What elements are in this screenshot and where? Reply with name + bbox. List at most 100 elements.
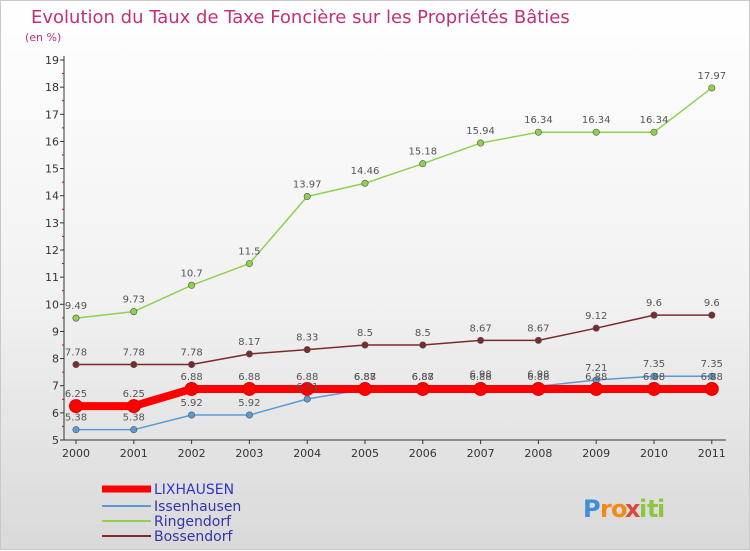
axes: 5 6 7 8 9 10 11 12 13 14 15 16 17 18 19 2000 2001 2002 200… [45, 54, 726, 460]
data-point-ringendorf [650, 128, 658, 136]
data-label-issenhausen: 5.38 [65, 413, 87, 424]
data-point-issenhausen [130, 426, 138, 434]
y-tick-label: 10 [45, 298, 59, 311]
data-label-bossendorf: 8.67 [527, 323, 549, 334]
x-tick-label: 2000 [62, 447, 90, 460]
chart-title: Evolution du Taux de Taxe Foncière sur l… [31, 7, 570, 28]
data-label-ringendorf: 15.94 [466, 126, 495, 137]
data-point-issenhausen [72, 426, 80, 434]
data-point-lixhausen [704, 381, 719, 396]
data-point-issenhausen [188, 411, 196, 419]
data-label-lixhausen: 6.25 [65, 389, 87, 400]
data-label-ringendorf: 9.73 [123, 295, 145, 306]
data-point-ringendorf [72, 314, 80, 322]
data-point-ringendorf [534, 128, 542, 136]
data-point-bossendorf [650, 311, 658, 319]
data-point-lixhausen [358, 381, 372, 396]
y-tick-label: 9 [52, 325, 59, 338]
data-label-lixhausen: 6.88 [412, 372, 434, 383]
data-point-lixhausen [184, 381, 199, 396]
data-point-bossendorf [592, 324, 600, 332]
data-point-ringendorf [245, 260, 253, 268]
data-point-issenhausen [708, 372, 716, 380]
series-line-issenhausen [76, 375, 712, 431]
data-label-ringendorf: 16.34 [640, 115, 669, 126]
x-tick-label: 2010 [640, 447, 668, 460]
data-label-lixhausen: 6.88 [180, 372, 202, 383]
y-tick-label: 15 [45, 163, 59, 176]
data-label-issenhausen: 7.21 [585, 363, 607, 374]
data-label-ringendorf: 17.97 [697, 71, 726, 82]
data-label-ringendorf: 13.97 [293, 180, 322, 191]
y-tick-label: 6 [52, 407, 59, 420]
data-point-bossendorf [245, 350, 253, 358]
data-label-issenhausen: 7.35 [701, 359, 723, 370]
data-point-bossendorf [534, 336, 542, 344]
data-point-bossendorf [477, 336, 485, 344]
legend-label-bossendorf: Bossendorf [154, 529, 233, 545]
data-point-ringendorf [592, 128, 600, 136]
data-point-ringendorf [708, 84, 716, 92]
y-tick-label: 19 [45, 54, 59, 67]
data-label-issenhausen: 5.92 [238, 398, 260, 409]
data-labels: 9.49 9.73 10.7 11.5 13.97 14.46 15.18 15.94 16.3… [65, 71, 726, 424]
x-tick-label: 2008 [524, 447, 552, 460]
x-tick-label: 2009 [582, 447, 610, 460]
data-label-bossendorf: 7.78 [180, 348, 202, 359]
data-label-lixhausen: 6.88 [585, 372, 607, 383]
data-label-lixhausen: 6.88 [527, 372, 549, 383]
data-label-lixhausen: 6.88 [701, 372, 723, 383]
data-label-ringendorf: 14.46 [351, 166, 380, 177]
y-tick-label: 14 [45, 190, 59, 203]
data-label-ringendorf: 11.5 [238, 247, 260, 258]
y-tick-label: 13 [45, 217, 59, 230]
data-point-issenhausen [650, 372, 658, 380]
data-point-issenhausen [245, 411, 253, 419]
data-point-lixhausen [473, 381, 488, 396]
y-tick-label: 12 [45, 244, 59, 257]
logo-letter: P [583, 495, 601, 523]
data-point-bossendorf [303, 346, 311, 354]
data-point-ringendorf [361, 179, 369, 187]
x-tick-label: 2004 [293, 447, 321, 460]
data-label-bossendorf: 7.78 [65, 348, 87, 359]
logo-letter: i [639, 495, 647, 523]
data-label-lixhausen: 6.25 [123, 389, 145, 400]
data-point-lixhausen [589, 381, 604, 396]
data-label-issenhausen: 6.98 [469, 369, 491, 380]
data-point-ringendorf [477, 139, 485, 147]
data-label-bossendorf: 8.5 [357, 328, 373, 339]
data-point-bossendorf [708, 311, 716, 319]
data-point-ringendorf [130, 308, 138, 316]
logo-letter: r [600, 495, 612, 523]
data-point-lixhausen [531, 381, 546, 396]
data-label-bossendorf: 9.6 [646, 298, 662, 309]
x-tick-label: 2007 [467, 447, 495, 460]
data-label-bossendorf: 9.6 [704, 298, 720, 309]
series-line-ringendorf [75, 87, 713, 319]
y-tick-label: 17 [45, 108, 59, 121]
data-label-lixhausen: 6.88 [643, 372, 665, 383]
data-point-ringendorf [188, 281, 196, 289]
data-point-ringendorf [303, 193, 311, 201]
data-label-issenhausen: 6.98 [527, 369, 549, 380]
x-tick-label: 2003 [235, 447, 263, 460]
data-point-lixhausen [242, 381, 257, 396]
x-tick-label: 2002 [178, 447, 206, 460]
data-label-ringendorf: 16.34 [524, 115, 553, 126]
data-point-bossendorf [419, 341, 427, 349]
data-label-issenhausen: 5.92 [180, 398, 202, 409]
y-tick-label: 16 [45, 135, 59, 148]
data-label-issenhausen: 5.38 [123, 413, 145, 424]
x-tick-label: 2006 [409, 447, 437, 460]
logo-letter: o [611, 495, 628, 523]
data-point-lixhausen [300, 381, 315, 396]
data-label-issenhausen: 6.87 [354, 372, 376, 383]
data-label-issenhausen: 7.35 [643, 359, 665, 370]
data-point-bossendorf [130, 361, 138, 369]
data-label-ringendorf: 10.7 [180, 268, 202, 279]
x-tick-label: 2001 [120, 447, 148, 460]
